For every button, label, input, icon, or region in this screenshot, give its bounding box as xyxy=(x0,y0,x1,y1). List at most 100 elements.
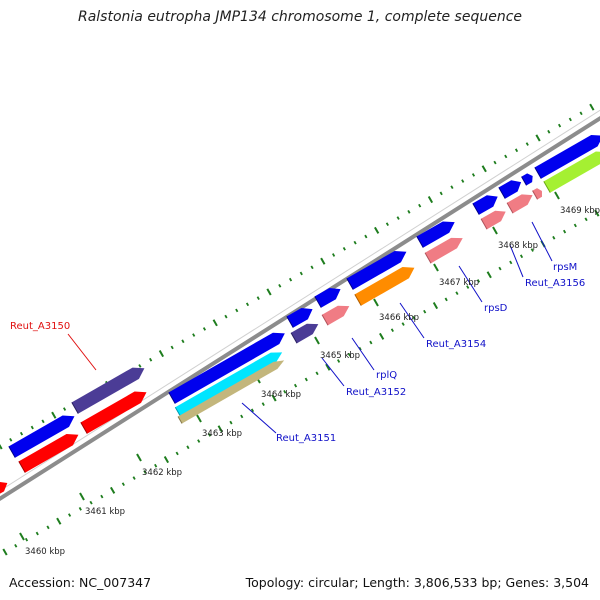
lower-tick xyxy=(304,377,308,382)
upper-tick xyxy=(212,319,218,327)
lower-tick xyxy=(498,266,502,271)
cds-arrow-purple xyxy=(71,367,145,414)
lower-tick xyxy=(455,291,459,296)
gene-arrow-purple xyxy=(291,323,319,344)
kbp-label: 3469 kbp xyxy=(560,206,600,216)
lower-tick xyxy=(358,346,362,351)
kbp-tick xyxy=(79,492,85,501)
cds-arrow-blue xyxy=(346,251,407,290)
upper-tick xyxy=(320,257,326,265)
lower-tick xyxy=(390,328,394,333)
gene-leader-line xyxy=(241,402,277,434)
upper-tick xyxy=(418,203,422,208)
upper-tick xyxy=(278,283,282,288)
upper-tick xyxy=(407,210,411,214)
lower-tick xyxy=(24,537,29,542)
lower-tick xyxy=(379,332,385,340)
upper-tick xyxy=(439,191,443,196)
kbp-tick xyxy=(19,532,25,541)
upper-tick xyxy=(224,314,228,319)
backbone-highlight xyxy=(0,109,600,492)
gene-arrow-red xyxy=(0,481,8,494)
backbone-line xyxy=(0,115,600,502)
gene-label: rpsD xyxy=(484,303,508,314)
upper-tick xyxy=(51,411,57,419)
gene-arrow-khaki xyxy=(178,360,285,424)
upper-tick xyxy=(299,271,303,276)
lower-tick xyxy=(573,223,577,228)
upper-tick xyxy=(450,185,454,190)
gene-arrow-orange-edge xyxy=(354,294,362,306)
lower-tick xyxy=(186,445,190,450)
gene-arrow-cyan-edge xyxy=(174,406,182,418)
gene-arrow-khaki-edge xyxy=(177,416,183,424)
gene-arrow-pink-edge xyxy=(480,218,488,230)
lower-tick xyxy=(337,359,341,363)
kbp-label: 3460 kbp xyxy=(25,547,65,557)
cds-arrow-blue xyxy=(521,173,533,186)
upper-tick xyxy=(332,253,336,257)
gene-arrow-pink xyxy=(507,194,533,214)
lower-tick xyxy=(584,217,588,222)
kbp-tick xyxy=(433,263,439,272)
gene-label: Reut_A3152 xyxy=(346,387,406,398)
lower-tick xyxy=(347,353,351,357)
upper-tick xyxy=(192,333,196,337)
upper-tick xyxy=(396,216,400,220)
lower-tick xyxy=(444,297,448,302)
gene-label: rpsM xyxy=(553,262,577,273)
upper-tick xyxy=(481,165,487,173)
cds-arrow-blue xyxy=(472,195,498,215)
cds-arrow-blue xyxy=(286,307,313,328)
cds-arrow-blue-edge xyxy=(534,167,542,179)
lower-tick xyxy=(121,482,125,487)
upper-tick xyxy=(374,226,380,234)
upper-tick xyxy=(181,339,185,344)
lower-tick xyxy=(175,451,179,456)
upper-tick xyxy=(310,265,314,270)
gene-leader-line xyxy=(399,302,425,339)
gene-leader-line xyxy=(509,244,524,278)
kbp-label: 3465 kbp xyxy=(320,351,360,361)
upper-tick xyxy=(266,288,272,296)
kbp-tick xyxy=(492,226,498,235)
upper-tick xyxy=(0,443,3,450)
upper-tick xyxy=(256,296,260,300)
upper-tick xyxy=(514,148,519,153)
kbp-label: 3461 kbp xyxy=(85,507,125,517)
gene-leader-line xyxy=(531,221,553,262)
cds-arrow-blue-edge xyxy=(168,392,176,404)
cds-arrow-blue xyxy=(168,332,285,404)
gene-leader-line xyxy=(321,357,345,387)
kbp-label: 3464 kbp xyxy=(261,390,301,400)
lower-tick xyxy=(562,229,567,234)
gene-arrow-lime-edge xyxy=(543,181,551,193)
gene-label: Reut_A3151 xyxy=(276,433,336,444)
upper-tick xyxy=(493,160,497,165)
lower-tick xyxy=(466,285,470,289)
kbp-tick xyxy=(136,453,142,462)
lower-tick xyxy=(132,476,136,480)
lower-tick xyxy=(423,309,427,314)
lower-tick xyxy=(78,507,82,511)
gene-arrow-pink xyxy=(425,237,463,264)
lower-tick xyxy=(14,544,18,548)
kbp-tick xyxy=(373,298,379,307)
gene-label: Reut_A3156 xyxy=(525,278,585,289)
lower-tick xyxy=(2,548,8,556)
cds-arrow-blue xyxy=(416,221,455,248)
lower-tick xyxy=(67,513,72,517)
lower-tick xyxy=(89,500,93,505)
upper-tick xyxy=(385,222,389,227)
cds-arrow-blue xyxy=(498,180,522,199)
cds-arrow-blue-edge xyxy=(8,446,16,458)
lower-tick xyxy=(325,363,331,371)
gene-arrow-orange xyxy=(354,267,415,306)
upper-tick xyxy=(535,134,541,142)
gene-arrow-pink xyxy=(481,210,506,230)
lower-tick xyxy=(35,531,39,536)
gene-arrow-pink-edge xyxy=(506,202,514,214)
kbp-label: 3463 kbp xyxy=(202,429,242,439)
lower-tick xyxy=(369,340,373,345)
